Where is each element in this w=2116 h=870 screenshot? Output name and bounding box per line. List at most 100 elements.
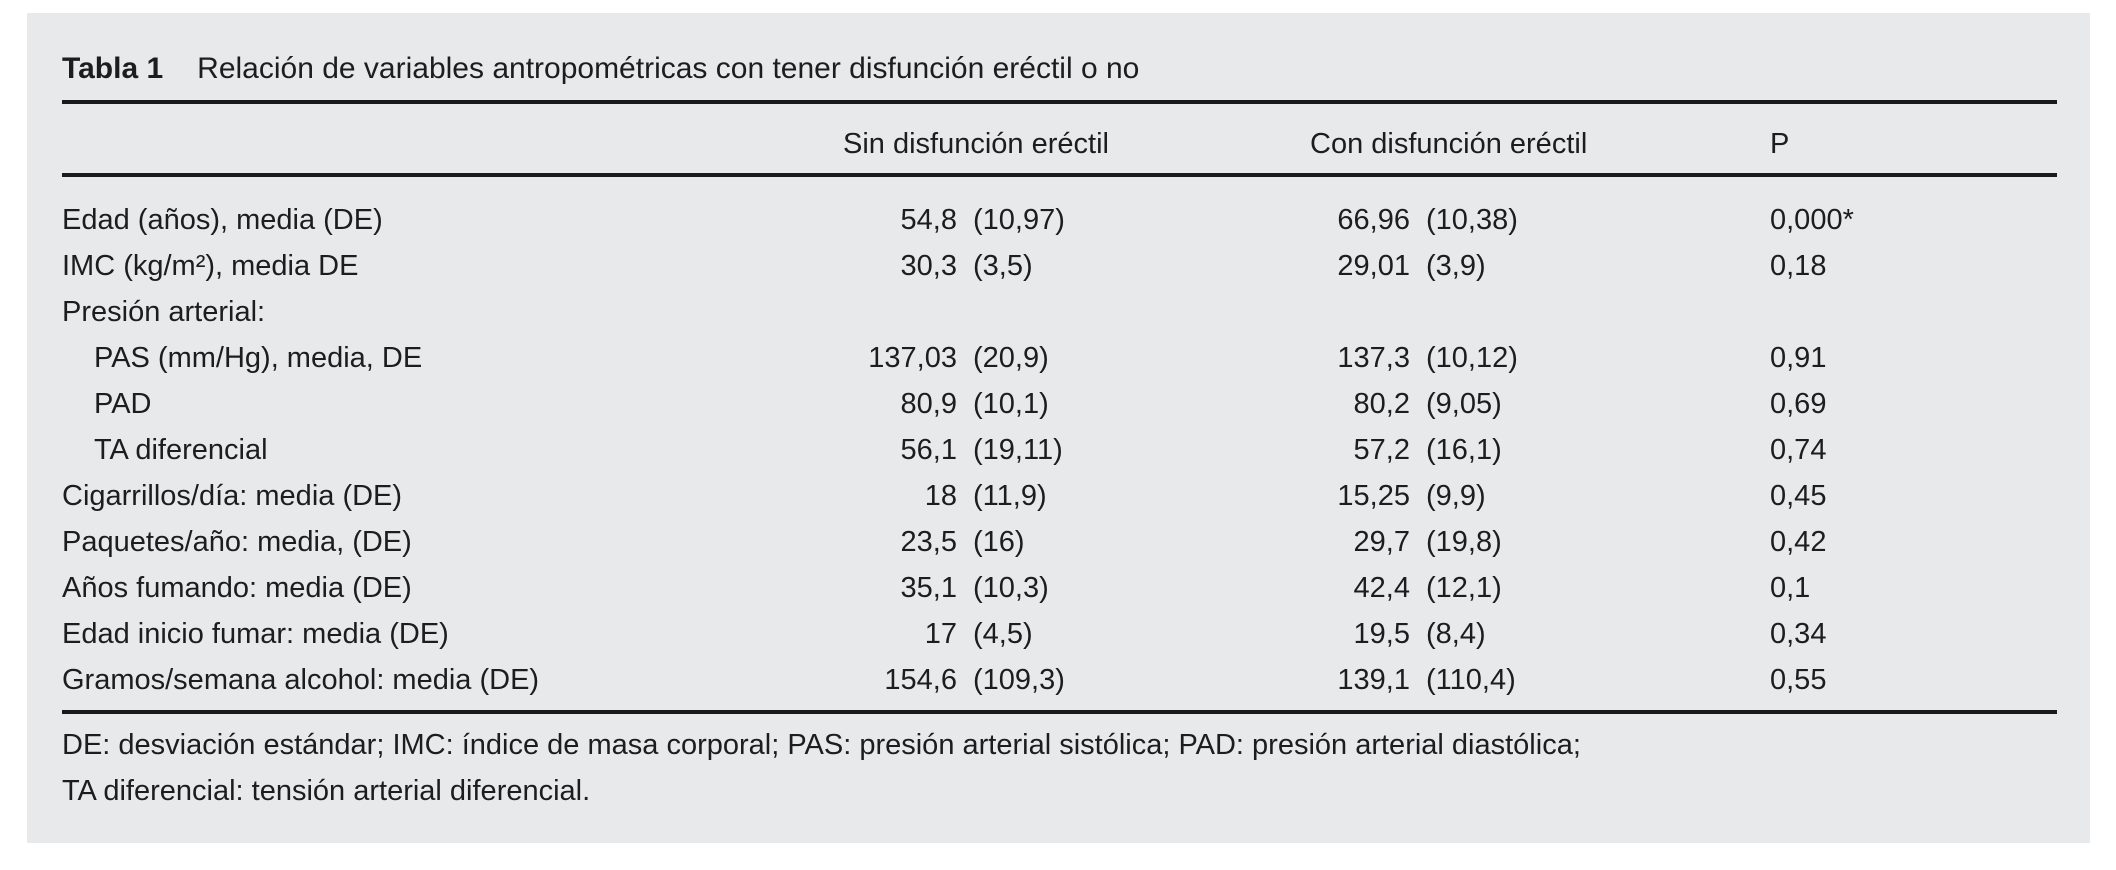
p-value: 0,69 (1770, 387, 1827, 420)
mean-value: 30,3 (900, 249, 957, 282)
row-label: Cigarrillos/día: media (DE) (62, 479, 403, 512)
mean-value: 66,96 (1337, 203, 1410, 236)
sd-value: (10,12) (1426, 341, 1518, 374)
value-cell-con: 29,7 (19,8) (1310, 526, 1770, 559)
value-cell-sin (843, 296, 1310, 329)
value-cell-con: 29,01 (3,9) (1310, 250, 1770, 283)
table-row: Cigarrillos/día: media (DE) 18 (11,9) 15,… (62, 473, 2057, 519)
sd-value: (19,11) (973, 433, 1063, 466)
row-label: IMC (kg/m²), media DE (62, 249, 359, 282)
sd-value: (8,4) (1426, 617, 1486, 650)
table-row: Edad inicio fumar: media (DE) 17 (4,5) 19… (62, 611, 2057, 657)
mean-value: 15,25 (1337, 479, 1410, 512)
table-row: TA diferencial 56,1 (19,11) 57,2 (16,1) 0,… (62, 427, 2057, 473)
value-cell-con: 42,4 (12,1) (1310, 572, 1770, 605)
table-row: Años fumando: media (DE) 35,1 (10,3) 42,4… (62, 565, 2057, 611)
value-cell-sin: 17 (4,5) (843, 618, 1310, 651)
mean-value: 17 (924, 617, 957, 650)
table-body: Edad (años), media (DE) 54,8 (10,97) 66,9… (62, 197, 2057, 703)
value-cell-con: 15,25 (9,9) (1310, 480, 1770, 513)
value-cell-sin: 56,1 (19,11) (843, 434, 1310, 467)
table-number: Tabla 1 (62, 52, 164, 85)
sd-value: (110,4) (1426, 663, 1516, 696)
value-cell-con: 57,2 (16,1) (1310, 434, 1770, 467)
value-cell-con: 66,96 (10,38) (1310, 204, 1770, 237)
sd-value: (16) (973, 525, 1025, 558)
table-row: Gramos/semana alcohol: media (DE) 154,6 (… (62, 657, 2057, 703)
p-value: 0,42 (1770, 525, 1827, 558)
value-cell-sin: 154,6 (109,3) (843, 664, 1310, 697)
sd-value: (11,9) (973, 479, 1047, 512)
value-cell-con: 139,1 (110,4) (1310, 664, 1770, 697)
column-header-p: P (1770, 128, 1790, 160)
value-cell-con: 137,3 (10,12) (1310, 342, 1770, 375)
mean-value: 139,1 (1337, 663, 1410, 696)
mean-value: 18 (924, 479, 957, 512)
p-value: 0,55 (1770, 663, 1827, 696)
sd-value: (10,97) (973, 203, 1065, 236)
row-label: Gramos/semana alcohol: media (DE) (62, 663, 540, 696)
value-cell-sin: 23,5 (16) (843, 526, 1310, 559)
mean-value: 57,2 (1353, 433, 1410, 466)
table-footnotes: DE: desviación estándar; IMC: índice de … (62, 722, 2057, 814)
mean-value: 54,8 (900, 203, 957, 236)
row-label: PAS (mm/Hg), media, DE (94, 341, 423, 374)
mean-value: 35,1 (900, 571, 957, 604)
page-title: Relación de variables antropométricas co… (197, 52, 1140, 85)
mean-value: 29,01 (1337, 249, 1410, 282)
sd-value: (9,05) (1426, 387, 1502, 420)
bottom-rule (62, 710, 2057, 714)
p-value: 0,74 (1770, 433, 1827, 466)
row-label: Presión arterial: (62, 295, 266, 328)
row-label: PAD (94, 387, 152, 420)
column-header-sin-disfuncion: Sin disfunción eréctil (843, 128, 1109, 160)
table-row: IMC (kg/m²), media DE 30,3 (3,5) 29,01 (3,… (62, 243, 2057, 289)
top-rule (62, 100, 2057, 104)
sd-value: (10,1) (973, 387, 1049, 420)
row-label: Años fumando: media (DE) (62, 571, 412, 604)
footnote-line-2: TA diferencial: tensión arterial diferen… (62, 775, 591, 807)
sd-value: (3,9) (1426, 249, 1486, 282)
value-cell-con: 19,5 (8,4) (1310, 618, 1770, 651)
p-value: 0,45 (1770, 479, 1827, 512)
p-value: 0,1 (1770, 571, 1811, 604)
mean-value: 137,3 (1337, 341, 1410, 374)
header-rule (62, 173, 2057, 177)
mean-value: 80,2 (1353, 387, 1410, 420)
table-panel: Tabla 1 Relación de variables antropométr… (27, 13, 2090, 843)
value-cell-con (1310, 296, 1770, 329)
value-cell-sin: 18 (11,9) (843, 480, 1310, 513)
footnote-line-1: DE: desviación estándar; IMC: índice de … (62, 729, 1581, 761)
sd-value: (19,8) (1426, 525, 1502, 558)
p-value: 0,91 (1770, 341, 1827, 374)
value-cell-sin: 137,03 (20,9) (843, 342, 1310, 375)
value-cell-sin: 35,1 (10,3) (843, 572, 1310, 605)
sd-value: (3,5) (973, 249, 1033, 282)
mean-value: 19,5 (1353, 617, 1410, 650)
sd-value: (20,9) (973, 341, 1049, 374)
table-row: PAS (mm/Hg), media, DE 137,03 (20,9) 137,… (62, 335, 2057, 381)
sd-value: (109,3) (973, 663, 1065, 696)
row-label: Edad (años), media (DE) (62, 203, 383, 236)
value-cell-sin: 80,9 (10,1) (843, 388, 1310, 421)
mean-value: 23,5 (900, 525, 957, 558)
p-value: 0,18 (1770, 249, 1827, 282)
value-cell-con: 80,2 (9,05) (1310, 388, 1770, 421)
mean-value: 56,1 (900, 433, 957, 466)
row-label: TA diferencial (94, 433, 268, 466)
sd-value: (12,1) (1426, 571, 1502, 604)
table-caption: Tabla 1 Relación de variables antropométr… (62, 49, 2057, 89)
sd-value: (16,1) (1426, 433, 1502, 466)
value-cell-sin: 54,8 (10,97) (843, 204, 1310, 237)
sd-value: (4,5) (973, 617, 1033, 650)
sd-value: (9,9) (1426, 479, 1486, 512)
column-header-con-disfuncion: Con disfunción eréctil (1310, 128, 1588, 160)
p-value: 0,000* (1770, 203, 1854, 236)
mean-value: 137,03 (868, 341, 957, 374)
table-row-group-header: Presión arterial: (62, 289, 2057, 335)
mean-value: 42,4 (1353, 571, 1410, 604)
table-row: PAD 80,9 (10,1) 80,2 (9,05) 0,69 (62, 381, 2057, 427)
sd-value: (10,38) (1426, 203, 1518, 236)
mean-value: 154,6 (884, 663, 957, 696)
p-value: 0,34 (1770, 617, 1827, 650)
